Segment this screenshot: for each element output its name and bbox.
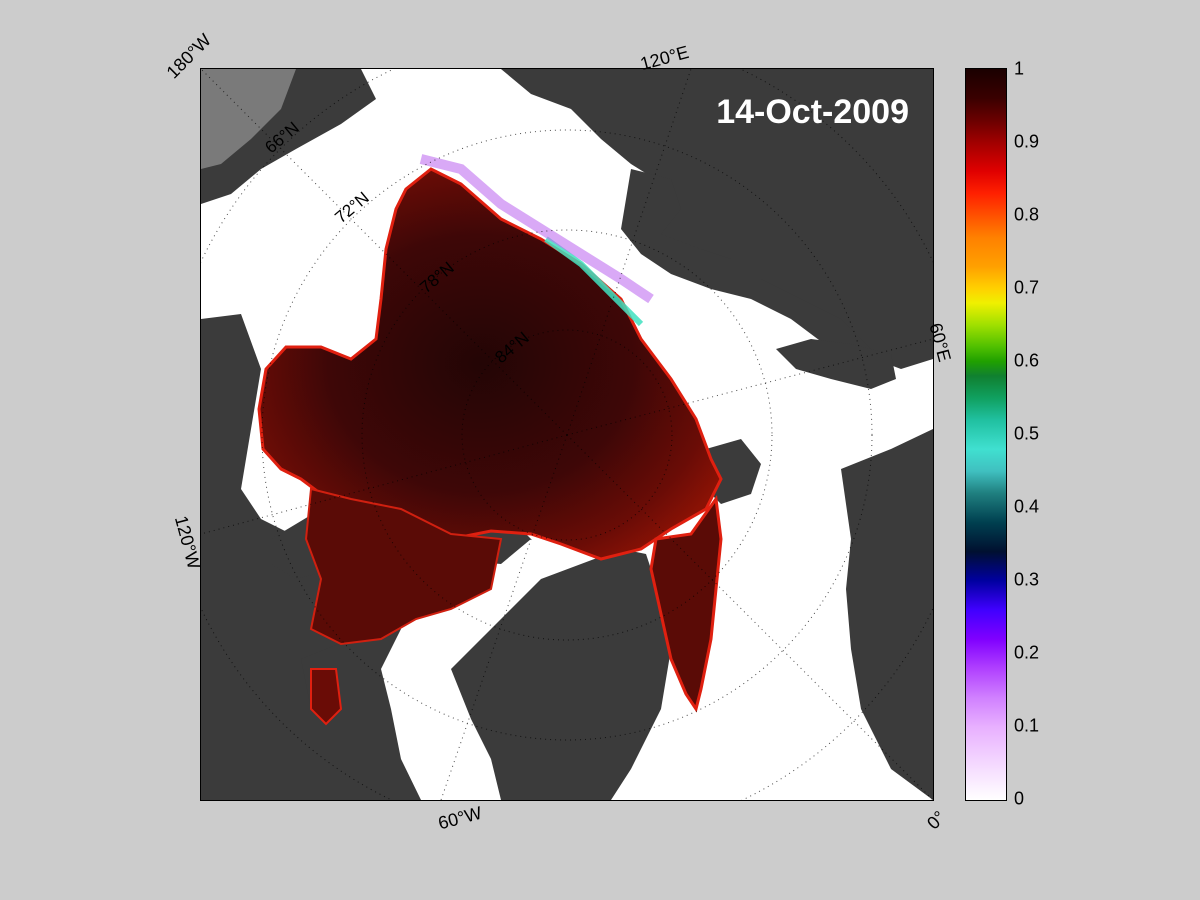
map-date-label: 14-Oct-2009 [716,93,909,131]
colorbar-tick: 0.4 [1014,496,1040,517]
meridian-label-0: 0° [923,806,950,834]
colorbar-tick: 0.6 [1014,350,1040,371]
sea-ice-east-greenland [649,495,723,713]
siberia-land [501,69,933,369]
sea-ice-map: 66°N 72°N 78°N 84°N 14-Oct-2009 [200,68,934,801]
colorbar [965,68,1007,801]
sea-ice-pack [257,167,723,561]
novaya-zemlya [776,339,896,389]
colorbar-tick: 0 [1014,788,1025,809]
sea-ice-baffin [310,668,343,726]
colorbar-tick: 0.5 [1014,423,1040,444]
lightgrey-region [201,69,296,169]
colorbar-tick: 0.7 [1014,277,1040,298]
ice-edge-siberian [544,236,644,327]
graticule [201,69,933,800]
colorbar-tick: 0.9 [1014,131,1040,152]
parallel-label-72: 72°N [331,188,372,227]
taymyr-peninsula [621,169,891,369]
colorbar-tick: 0.2 [1014,642,1040,663]
sea-ice-channels [304,487,503,646]
colorbar-tick: 0.3 [1014,569,1040,590]
ice-edge-purple [419,154,654,304]
colorbar-tick: 0.1 [1014,715,1040,736]
greenland-land [451,549,671,800]
colorbar-tick: 0.8 [1014,204,1040,225]
meridian-label-60w: 60°W [436,802,484,834]
scandinavia-land [841,429,933,800]
colorbar-tick: 1 [1014,58,1025,79]
